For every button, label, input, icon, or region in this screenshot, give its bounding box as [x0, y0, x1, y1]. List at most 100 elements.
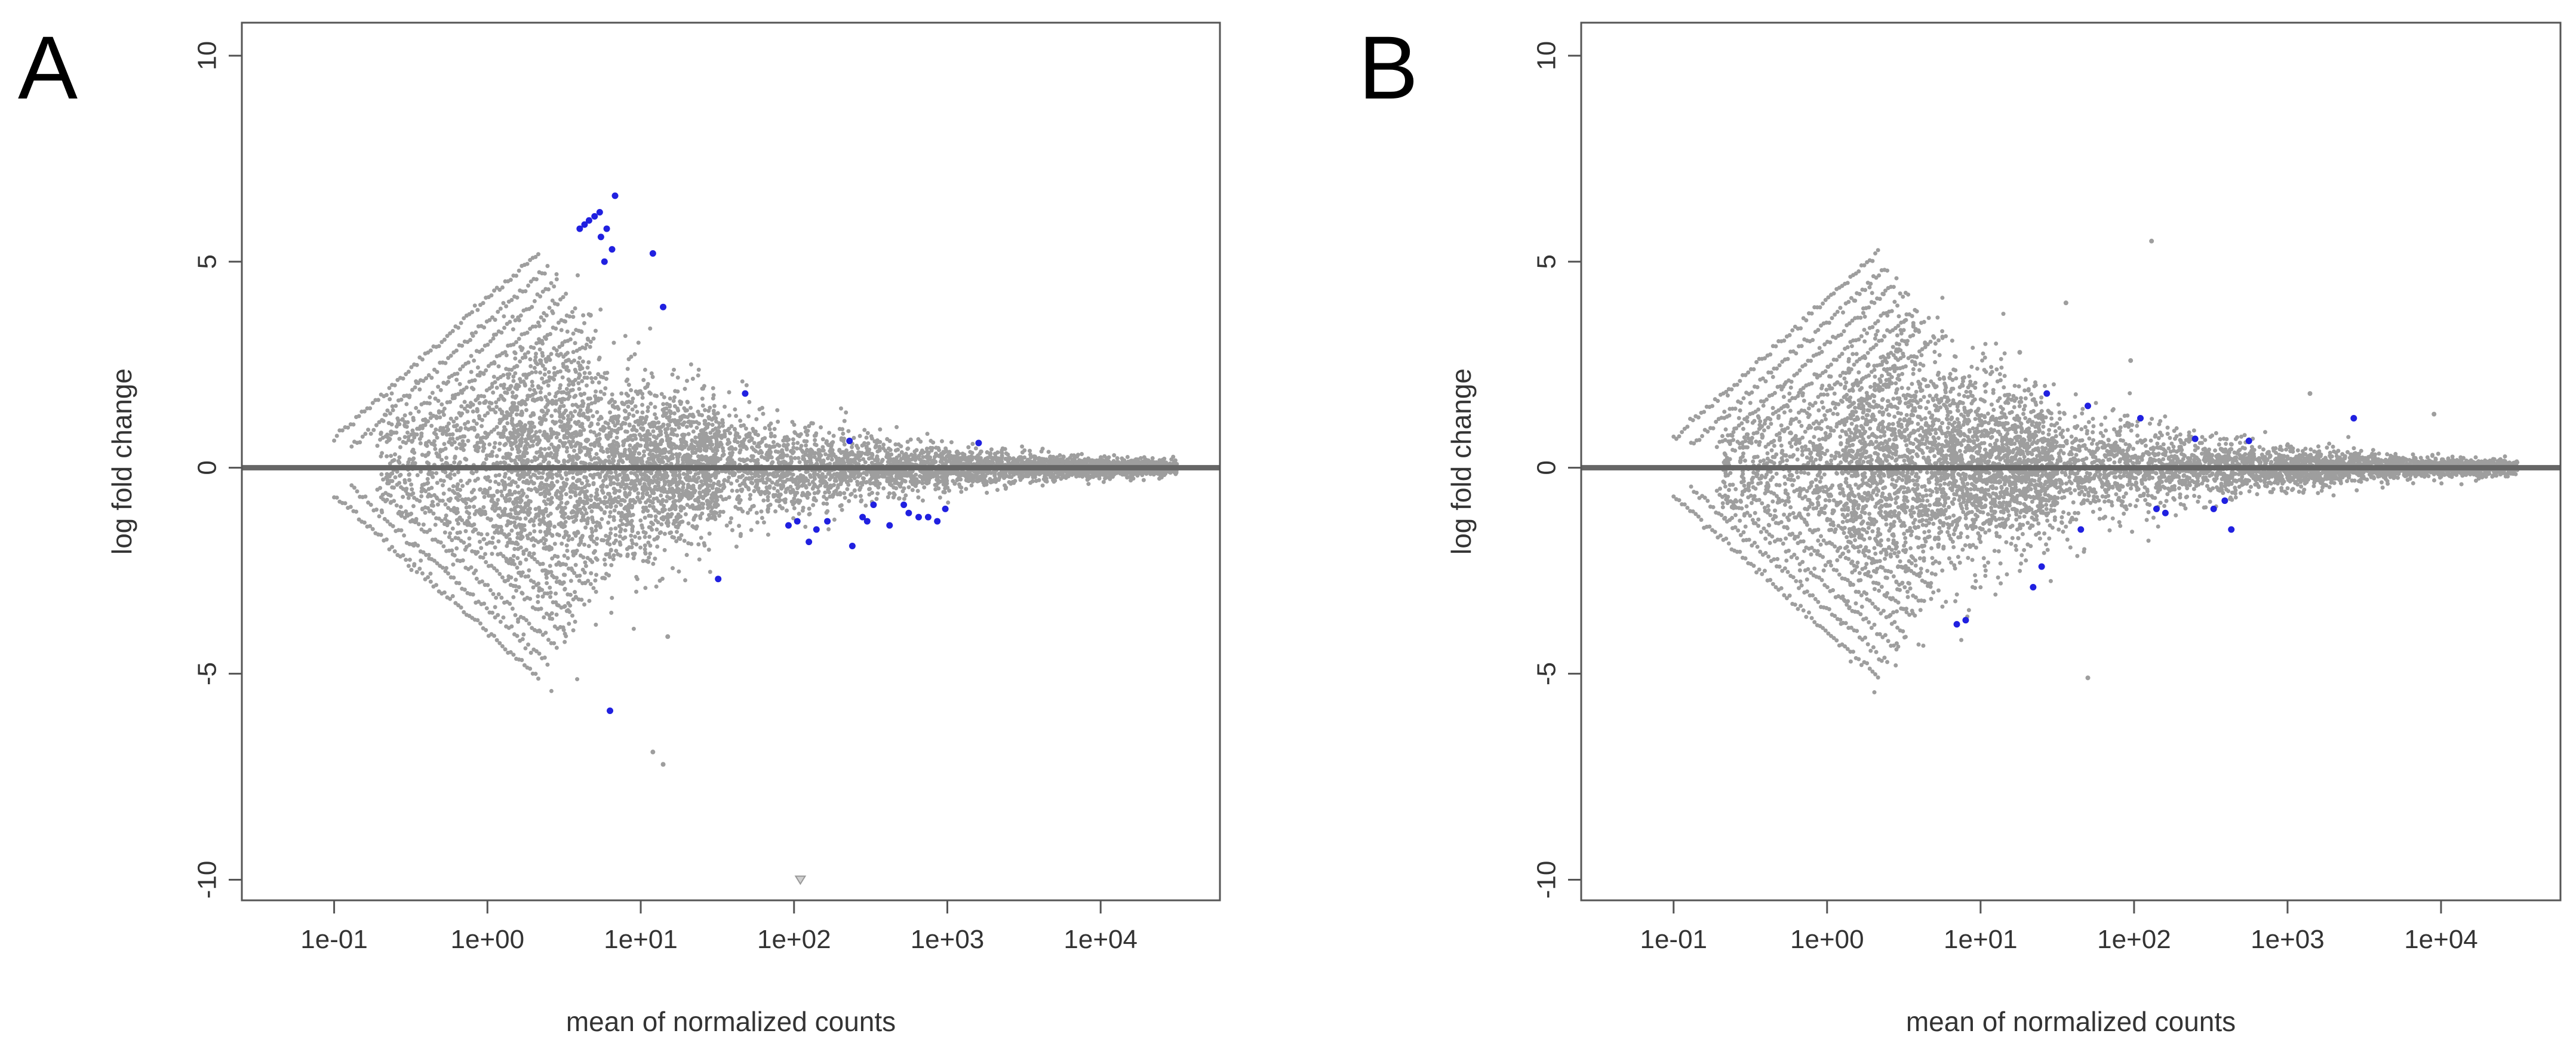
gene-point: [381, 419, 386, 423]
gene-point: [560, 375, 565, 380]
gene-point: [710, 423, 715, 427]
gene-point: [423, 453, 428, 458]
gene-point: [645, 447, 650, 451]
gene-point: [534, 430, 539, 435]
gene-point: [515, 455, 519, 460]
gene-point: [649, 371, 654, 376]
gene-point: [431, 475, 435, 479]
gene-point: [486, 364, 491, 368]
gene-point: [552, 377, 557, 382]
gene-point: [536, 599, 540, 604]
gene-point: [511, 653, 516, 657]
gene-point: [648, 326, 653, 331]
gene-point: [560, 390, 564, 395]
gene-point: [460, 343, 465, 348]
gene-point: [647, 534, 652, 539]
gene-point: [509, 624, 514, 629]
gene-point: [598, 389, 603, 394]
gene-point: [515, 484, 520, 489]
gene-point: [530, 370, 534, 375]
gene-point: [478, 621, 482, 626]
gene-point: [737, 435, 742, 439]
gene-point: [502, 325, 507, 330]
gene-point: [622, 450, 627, 454]
gene-point: [629, 388, 634, 393]
gene-point: [672, 535, 677, 540]
gene-point: [677, 425, 681, 430]
gene-point: [826, 472, 831, 476]
gene-point: [512, 524, 517, 528]
gene-point: [921, 455, 926, 460]
gene-point: [498, 551, 503, 556]
gene-point: [638, 545, 643, 550]
gene-point: [379, 533, 383, 537]
gene-point: [613, 399, 617, 404]
gene-point: [524, 618, 529, 623]
gene-point: [641, 559, 645, 564]
gene-point: [406, 564, 411, 568]
gene-point: [908, 479, 913, 484]
gene-point: [700, 403, 705, 408]
gene-point: [562, 631, 567, 636]
gene-point: [356, 414, 361, 419]
gene-point: [421, 550, 426, 555]
gene-point: [508, 278, 513, 282]
gene-point: [682, 539, 687, 543]
gene-point: [431, 511, 436, 516]
gene-point: [494, 424, 499, 429]
gene-point: [1046, 450, 1051, 454]
gene-point: [648, 551, 653, 556]
gene-point: [454, 446, 459, 451]
gene-point: [510, 401, 515, 405]
gene-point: [424, 376, 429, 381]
gene-point: [942, 490, 947, 495]
gene-point: [506, 375, 511, 380]
gene-point: [573, 370, 578, 374]
gene-point: [548, 595, 553, 599]
gene-point: [468, 401, 473, 405]
gene-point: [619, 391, 624, 396]
gene-point: [842, 491, 847, 496]
gene-point: [754, 510, 759, 515]
gene-point: [516, 450, 521, 454]
gene-point: [420, 423, 425, 428]
gene-point: [475, 618, 480, 623]
gene-point: [351, 422, 356, 427]
gene-point: [565, 556, 570, 561]
gene-point: [571, 331, 576, 336]
gene-point: [640, 525, 645, 530]
gene-point: [460, 439, 465, 444]
gene-point: [708, 430, 713, 435]
gene-point: [605, 422, 610, 426]
gene-point: [407, 472, 412, 476]
gene-point: [493, 545, 497, 550]
gene-point: [516, 619, 521, 624]
gene-point: [554, 272, 559, 276]
gene-point: [637, 451, 641, 456]
gene-point: [1080, 452, 1084, 457]
gene-point: [421, 522, 426, 527]
gene-point: [474, 330, 478, 335]
gene-point: [600, 516, 604, 521]
gene-point: [523, 402, 528, 407]
gene-point: [844, 410, 849, 415]
gene-point: [375, 444, 380, 448]
gene-point: [648, 401, 653, 406]
gene-point: [595, 520, 600, 525]
gene-point: [414, 570, 419, 574]
gene-point: [370, 401, 375, 405]
gene-point: [412, 562, 417, 567]
gene-point: [515, 633, 519, 638]
gene-point: [868, 481, 873, 486]
gene-point: [555, 302, 560, 307]
gene-point: [523, 516, 528, 521]
gene-point: [420, 571, 425, 576]
gene-point: [581, 313, 586, 318]
gene-point: [485, 583, 490, 587]
gene-point: [454, 377, 459, 382]
gene-point: [813, 438, 817, 442]
gene-point: [392, 499, 396, 503]
gene-point: [385, 408, 390, 413]
gene-point: [548, 616, 552, 621]
gene-point: [397, 455, 402, 460]
